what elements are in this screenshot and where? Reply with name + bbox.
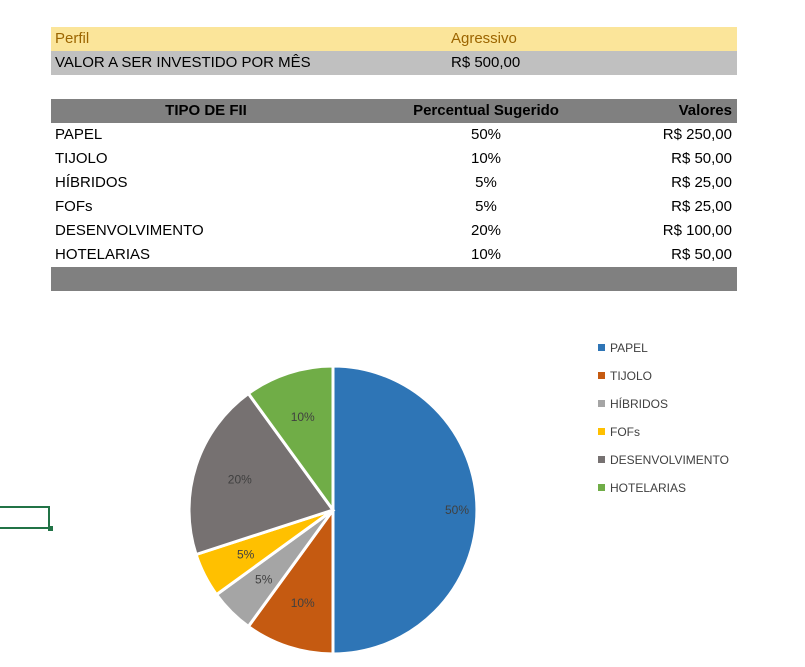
table-row[interactable]: PAPEL 50% R$ 250,00 <box>51 123 737 147</box>
row-valor: R$ 100,00 <box>662 222 732 239</box>
perfil-label: Perfil <box>55 30 90 47</box>
row-percentual: 20% <box>470 222 502 239</box>
row-valor: R$ 25,00 <box>671 198 732 215</box>
data-label: 20% <box>228 473 252 487</box>
header-tipo: TIPO DE FII <box>165 102 247 119</box>
row-tipo: TIJOLO <box>55 150 108 167</box>
legend-swatch <box>598 372 605 379</box>
legend-swatch <box>598 428 605 435</box>
row-tipo: HÍBRIDOS <box>55 174 128 191</box>
row-valor: R$ 50,00 <box>671 150 732 167</box>
legend-label: TIJOLO <box>610 369 652 383</box>
data-label: 10% <box>291 596 315 610</box>
header-percentual: Percentual Sugerido <box>413 102 559 119</box>
row-percentual: 5% <box>475 174 497 191</box>
fill-handle[interactable] <box>48 526 53 531</box>
legend-label: HÍBRIDOS <box>610 396 668 411</box>
table-header[interactable]: TIPO DE FII Percentual Sugerido Valores <box>51 99 737 123</box>
valor-value: R$ 500,00 <box>451 54 521 71</box>
header-valores: Valores <box>678 102 732 119</box>
table-row[interactable]: HÍBRIDOS 5% R$ 25,00 <box>51 171 737 195</box>
data-label: 50% <box>445 503 469 517</box>
row-percentual: 5% <box>475 198 497 215</box>
legend-label: DESENVOLVIMENTO <box>610 453 729 467</box>
row-tipo: FOFs <box>55 198 93 215</box>
table-row[interactable]: TIJOLO 10% R$ 50,00 <box>51 147 737 171</box>
row-valor: R$ 250,00 <box>662 126 732 143</box>
row-valor: R$ 25,00 <box>671 174 732 191</box>
table-footer[interactable] <box>51 267 737 291</box>
pie-slice-papel[interactable] <box>331 364 479 656</box>
legend-swatch <box>598 456 605 463</box>
row-tipo: DESENVOLVIMENTO <box>55 222 204 239</box>
pie-slice-hotelarias[interactable] <box>246 364 335 515</box>
legend-label: HOTELARIAS <box>610 481 686 495</box>
valor-row[interactable]: VALOR A SER INVESTIDO POR MÊS R$ 500,00 <box>51 51 737 75</box>
row-percentual: 10% <box>470 246 502 263</box>
data-label: 5% <box>255 572 273 586</box>
row-valor: R$ 50,00 <box>671 246 732 263</box>
pie-slice-desenvolvimento[interactable] <box>187 391 336 557</box>
table-row[interactable]: FOFs 5% R$ 25,00 <box>51 195 737 219</box>
legend-label: FOFs <box>610 425 640 439</box>
data-label: 5% <box>237 547 255 561</box>
row-tipo: HOTELARIAS <box>55 246 151 263</box>
data-label: 10% <box>291 410 315 424</box>
legend-swatch <box>598 484 605 491</box>
valor-label: VALOR A SER INVESTIDO POR MÊS <box>55 54 311 71</box>
perfil-row[interactable]: Perfil Agressivo <box>51 27 737 51</box>
legend-swatch <box>598 344 605 351</box>
perfil-value: Agressivo <box>451 30 517 47</box>
selected-cell[interactable] <box>0 506 50 529</box>
table-row[interactable]: DESENVOLVIMENTO 20% R$ 100,00 <box>51 219 737 243</box>
legend-swatch <box>598 400 605 407</box>
legend-label: PAPEL <box>610 341 648 355</box>
table-row[interactable]: HOTELARIAS 10% R$ 50,00 <box>51 243 737 267</box>
row-percentual: 50% <box>470 126 502 143</box>
row-percentual: 10% <box>470 150 502 167</box>
row-tipo: PAPEL <box>55 126 103 143</box>
pie-slice-tijolo[interactable] <box>246 505 335 656</box>
